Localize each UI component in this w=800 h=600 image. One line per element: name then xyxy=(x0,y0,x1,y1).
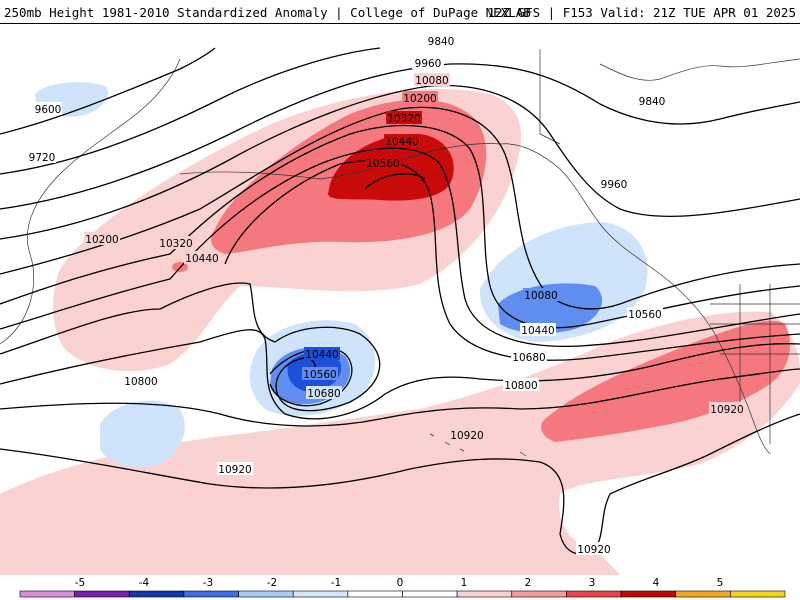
colorbar-swatch xyxy=(238,590,294,598)
map-header: 250mb Height 1981-2010 Standardized Anom… xyxy=(0,0,800,24)
contour-10320 xyxy=(0,147,800,348)
colorbar-swatch xyxy=(292,590,349,598)
contour-10800 xyxy=(0,368,800,427)
colorbar-swatch xyxy=(620,590,676,598)
colorbar-tick-label: -5 xyxy=(75,577,85,589)
contour-label-10200-west: 10200 xyxy=(85,234,118,246)
coastlines xyxy=(0,49,800,457)
contour-label-9840: 9840 xyxy=(428,36,455,48)
colorbar-tick-label: 4 xyxy=(653,577,660,589)
colorbar-tick-label: -1 xyxy=(331,577,341,589)
contour-10680 xyxy=(0,329,800,420)
map-title: 250mb Height 1981-2010 Standardized Anom… xyxy=(4,5,531,20)
colorbar-tick-label: -4 xyxy=(139,577,150,589)
contour-label-10680-east: 10680 xyxy=(512,352,545,364)
contour-label-10440: 10440 xyxy=(385,136,418,148)
contour-label-10920-west: 10920 xyxy=(218,464,251,476)
contour-label-10440-east: 10440 xyxy=(521,325,554,337)
colorbar-swatch xyxy=(566,590,622,598)
contour-labels: 9840 9960 10080 10200 10320 10440 10560 … xyxy=(28,34,745,556)
contour-9600 xyxy=(0,47,216,135)
colorbar-tick-label: -3 xyxy=(203,577,213,589)
contour-label-10920-center: 10920 xyxy=(450,430,483,442)
colorbar-swatch xyxy=(402,590,458,598)
contour-label-10920-south: 10920 xyxy=(577,544,610,556)
colorbar-swatch xyxy=(74,590,130,598)
colorbar-tick-labels: -5 -4 -3 -2 -1 0 1 2 3 4 5 xyxy=(75,577,724,589)
contour-label-10320-west: 10320 xyxy=(159,238,192,250)
colorbar-swatch xyxy=(675,590,731,598)
contour-label-10800-west: 10800 xyxy=(124,376,157,388)
contour-label-10320: 10320 xyxy=(387,113,420,125)
contour-10080 xyxy=(0,106,800,310)
contour-label-10680-low: 10680 xyxy=(307,388,340,400)
colorbar-tick-label: 2 xyxy=(525,577,532,589)
anomaly-colorbar: -5 -4 -3 -2 -1 0 1 2 3 4 5 xyxy=(0,575,800,600)
contour-label-10200: 10200 xyxy=(403,93,436,105)
contour-9960 xyxy=(0,84,800,240)
colorbar-tick-label: 5 xyxy=(717,577,724,589)
contour-10200 xyxy=(0,125,800,329)
colorbar-swatches xyxy=(19,590,786,598)
contour-9840 xyxy=(0,63,800,210)
colorbar-swatch xyxy=(183,590,239,598)
contour-label-9600: 9600 xyxy=(35,104,62,116)
weather-map: 9840 9960 10080 10200 10320 10440 10560 … xyxy=(0,24,800,575)
contour-label-9720: 9720 xyxy=(29,152,56,164)
colorbar-tick-label: -2 xyxy=(267,577,277,589)
contour-label-9960-east: 9960 xyxy=(601,179,628,191)
contour-label-10800-east: 10800 xyxy=(504,380,537,392)
contour-label-9840-east: 9840 xyxy=(639,96,666,108)
colorbar-swatch xyxy=(511,590,567,598)
contour-label-10560-east: 10560 xyxy=(628,309,661,321)
contour-label-10920-east: 10920 xyxy=(710,404,743,416)
contour-label-10560-low: 10560 xyxy=(303,369,336,381)
colorbar-swatch xyxy=(19,590,75,598)
colorbar-tick-label: 1 xyxy=(461,577,468,589)
colorbar-tick-label: 3 xyxy=(589,577,596,589)
run-info: 12Z GFS | F153 Valid: 21Z TUE APR 01 202… xyxy=(487,5,796,20)
colorbar-swatch xyxy=(730,590,786,598)
contour-label-10440-west: 10440 xyxy=(185,253,218,265)
contour-10920 xyxy=(0,413,800,555)
colorbar-swatch xyxy=(456,590,513,598)
contour-9720 xyxy=(0,47,381,175)
contour-label-10560: 10560 xyxy=(366,158,399,170)
contour-label-10440-low: 10440 xyxy=(305,349,338,361)
colorbar-tick-label: 0 xyxy=(397,577,404,589)
contour-10440 xyxy=(0,159,800,412)
contour-label-10080-low: 10080 xyxy=(524,290,557,302)
contour-label-9960: 9960 xyxy=(415,58,442,70)
colorbar-swatch xyxy=(347,590,403,598)
colorbar-swatch xyxy=(129,590,185,598)
contour-label-10080: 10080 xyxy=(415,75,448,87)
height-contours xyxy=(0,47,800,555)
